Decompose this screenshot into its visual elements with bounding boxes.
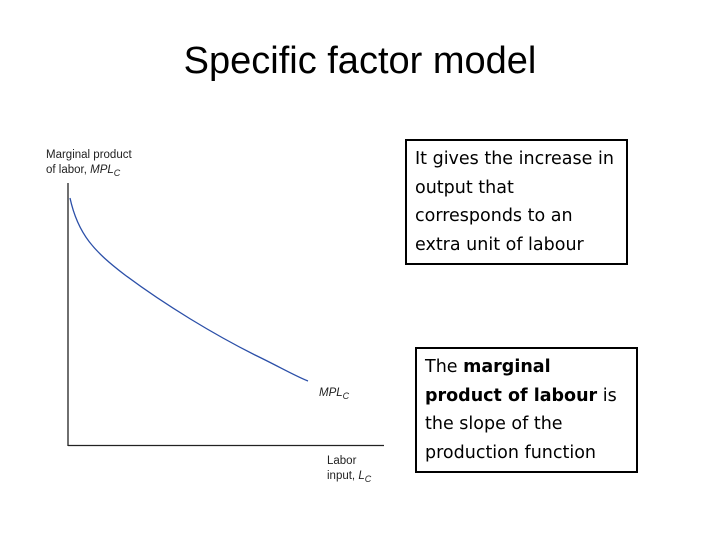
- note-text: is the slope of the production function: [425, 385, 617, 463]
- x-axis-label-text: input,: [327, 470, 358, 482]
- note-text: The: [425, 357, 464, 377]
- note-box: The marginal product of labour is the sl…: [415, 347, 638, 473]
- mpl-curve: [69, 197, 309, 382]
- note-box: It gives the increase in output that cor…: [405, 139, 628, 265]
- y-axis-symbol: MPL: [90, 164, 114, 176]
- x-axis-symbol: L: [358, 470, 364, 482]
- note-bold: marginal product of labour: [425, 357, 598, 406]
- x-axis-subscript: C: [365, 474, 372, 484]
- x-axis-label: Labor: [327, 455, 357, 467]
- y-axis-label: Marginal product: [46, 149, 132, 161]
- y-axis-subscript: C: [114, 168, 121, 178]
- curve-subscript: C: [343, 391, 350, 401]
- slide-title: Specific factor model: [183, 40, 537, 82]
- y-axis-label: of labor, MPLC: [46, 164, 121, 178]
- x-axis-label: input, LC: [327, 470, 372, 484]
- curve-symbol: MPL: [319, 387, 343, 399]
- curve-label: MPLC: [319, 387, 350, 401]
- y-axis-label-text: of labor,: [46, 164, 90, 176]
